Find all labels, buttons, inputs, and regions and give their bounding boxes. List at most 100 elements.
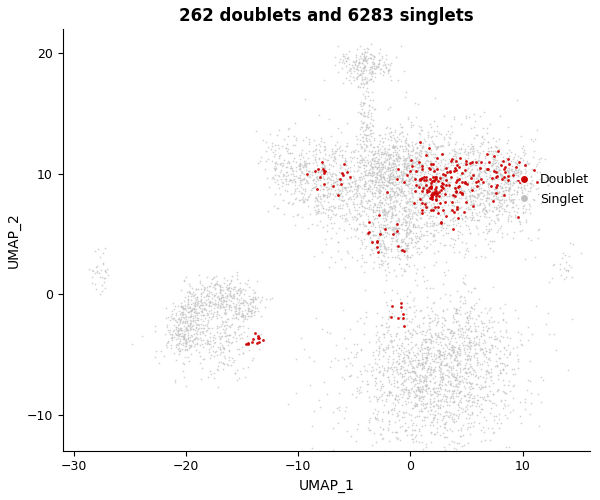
Point <box>358 378 367 386</box>
Point <box>383 207 392 215</box>
Point <box>410 204 420 212</box>
Point <box>203 337 212 345</box>
Point <box>379 162 388 170</box>
Point <box>451 183 461 191</box>
Point <box>452 347 462 355</box>
Point <box>207 275 217 283</box>
Point <box>388 159 398 167</box>
Point <box>258 136 268 144</box>
Point <box>357 228 367 236</box>
Point <box>100 274 110 281</box>
Point <box>414 222 424 230</box>
Point <box>378 61 388 69</box>
Point <box>428 356 438 364</box>
Point <box>346 69 356 77</box>
Point <box>379 236 388 244</box>
Point <box>422 163 431 171</box>
Point <box>483 180 493 188</box>
Point <box>511 172 521 179</box>
Point <box>386 128 395 136</box>
Point <box>204 298 214 306</box>
Point <box>403 147 413 155</box>
Point <box>496 168 505 176</box>
Point <box>442 410 451 418</box>
Point <box>480 202 490 210</box>
Point <box>429 117 439 125</box>
Point <box>421 403 431 411</box>
Point <box>511 169 521 177</box>
Point <box>487 195 496 203</box>
Point <box>214 298 223 306</box>
Point <box>368 208 378 216</box>
Point <box>418 142 427 150</box>
Point <box>361 166 370 174</box>
Point <box>467 174 476 182</box>
Point <box>391 184 401 192</box>
Point <box>473 148 483 156</box>
Point <box>428 374 437 382</box>
Point <box>452 152 461 160</box>
Point <box>385 337 395 345</box>
Point <box>330 186 340 194</box>
Point <box>313 168 323 176</box>
Point <box>464 393 473 401</box>
Point <box>250 295 259 303</box>
Point <box>423 365 433 373</box>
Point <box>391 180 400 188</box>
Point <box>431 172 441 180</box>
Point <box>235 290 244 298</box>
Point <box>465 188 475 196</box>
Point <box>179 331 189 339</box>
Point <box>391 162 400 170</box>
Point <box>512 351 521 359</box>
Point <box>418 160 428 168</box>
Point <box>290 119 300 127</box>
Point <box>356 98 366 106</box>
Point <box>421 387 431 395</box>
Point <box>394 152 404 160</box>
Point <box>383 324 393 332</box>
Point <box>499 166 509 173</box>
Point <box>415 148 424 156</box>
Point <box>434 228 443 236</box>
Point <box>385 224 395 232</box>
Point <box>376 456 385 464</box>
Point <box>508 195 517 203</box>
Point <box>232 287 241 295</box>
Point <box>510 213 520 221</box>
Point <box>415 371 424 379</box>
Point <box>455 182 464 190</box>
Point <box>174 314 184 322</box>
Point <box>455 302 465 310</box>
Point <box>368 222 378 230</box>
Point <box>360 76 370 84</box>
Point <box>209 308 218 316</box>
Point <box>503 155 513 163</box>
Point <box>490 194 499 202</box>
Point <box>235 279 245 287</box>
Point <box>358 76 367 84</box>
Point <box>392 144 402 152</box>
Point <box>299 160 308 168</box>
Point <box>484 158 493 166</box>
Point <box>393 216 403 224</box>
Point <box>300 160 310 168</box>
Point <box>206 350 215 358</box>
Point <box>358 56 368 64</box>
Point <box>472 333 481 341</box>
Point <box>209 370 218 378</box>
Point <box>400 409 409 417</box>
Point <box>363 158 373 166</box>
Point <box>309 356 319 364</box>
Point <box>363 212 373 220</box>
Point <box>407 165 416 173</box>
Point <box>392 290 402 298</box>
Point <box>432 144 442 152</box>
Point <box>418 203 428 211</box>
Point <box>181 382 191 390</box>
Point <box>479 336 488 344</box>
Point <box>472 412 481 420</box>
Point <box>502 139 512 147</box>
Point <box>413 236 423 244</box>
Point <box>385 151 394 159</box>
